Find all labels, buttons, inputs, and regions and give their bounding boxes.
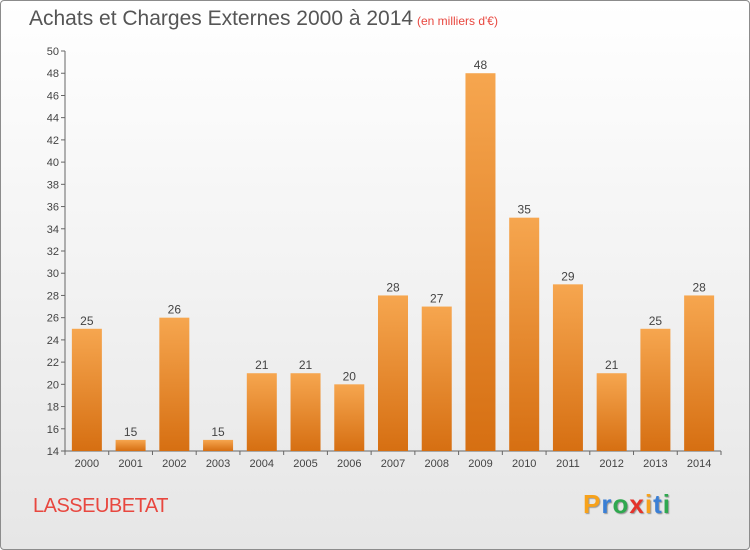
commune-name: LASSEUBETAT bbox=[33, 495, 168, 517]
data-label: 25 bbox=[80, 314, 94, 328]
bar bbox=[465, 73, 496, 451]
y-tick-label: 50 bbox=[47, 46, 59, 58]
x-tick-label: 2005 bbox=[293, 458, 317, 470]
x-tick-label: 2011 bbox=[556, 458, 580, 470]
x-tick-label: 2014 bbox=[687, 458, 711, 470]
chart-title: Achats et Charges Externes 2000 à 2014 bbox=[29, 7, 414, 30]
bar bbox=[246, 373, 277, 451]
y-tick-label: 48 bbox=[47, 68, 59, 80]
data-label: 15 bbox=[211, 425, 225, 439]
bar bbox=[159, 317, 190, 451]
x-tick-label: 2002 bbox=[162, 458, 186, 470]
bar bbox=[71, 328, 102, 451]
bar bbox=[684, 295, 715, 451]
y-tick-label: 40 bbox=[47, 157, 59, 169]
y-tick-label: 28 bbox=[47, 290, 59, 302]
proxiti-logo: Proxiti bbox=[583, 489, 671, 520]
y-tick-label: 18 bbox=[47, 402, 59, 414]
data-label: 48 bbox=[474, 58, 488, 72]
x-tick-label: 2006 bbox=[337, 458, 361, 470]
data-label: 21 bbox=[255, 358, 269, 372]
bar bbox=[552, 284, 583, 451]
bar bbox=[115, 439, 146, 451]
x-tick-label: 2004 bbox=[250, 458, 274, 470]
bar bbox=[421, 306, 452, 451]
y-tick-label: 36 bbox=[47, 202, 59, 214]
x-tick-label: 2013 bbox=[643, 458, 667, 470]
data-label: 29 bbox=[561, 269, 575, 283]
bar bbox=[596, 373, 627, 451]
data-label: 15 bbox=[124, 425, 138, 439]
logo-letter: i bbox=[644, 489, 654, 519]
bar bbox=[203, 439, 234, 451]
logo-letter: P bbox=[583, 489, 602, 519]
data-label: 21 bbox=[299, 358, 313, 372]
data-label: 20 bbox=[343, 369, 357, 383]
bar bbox=[334, 384, 365, 451]
x-tick-label: 2000 bbox=[75, 458, 99, 470]
bars bbox=[71, 73, 715, 451]
x-tick-label: 2007 bbox=[381, 458, 405, 470]
x-tick-label: 2012 bbox=[599, 458, 623, 470]
y-tick-label: 26 bbox=[47, 313, 59, 325]
bar bbox=[378, 295, 408, 451]
logo-letter: t bbox=[653, 489, 663, 519]
y-tick-label: 22 bbox=[47, 357, 59, 369]
chart-subtitle: (en milliers d'€) bbox=[417, 14, 498, 28]
bar bbox=[290, 373, 321, 451]
bar bbox=[640, 328, 671, 451]
y-tick-label: 44 bbox=[47, 113, 59, 125]
data-label: 26 bbox=[168, 303, 182, 317]
x-tick-label: 2010 bbox=[512, 458, 536, 470]
data-label: 35 bbox=[518, 203, 532, 217]
logo-letter: i bbox=[662, 489, 671, 519]
data-label: 21 bbox=[605, 358, 619, 372]
x-tick-label: 2008 bbox=[424, 458, 448, 470]
y-tick-label: 20 bbox=[47, 379, 59, 391]
y-tick-label: 30 bbox=[47, 268, 59, 280]
data-label: 27 bbox=[430, 292, 444, 306]
y-tick-label: 42 bbox=[47, 135, 59, 147]
x-tick-label: 2009 bbox=[468, 458, 492, 470]
logo-letter: x bbox=[629, 489, 645, 519]
logo-letter: o bbox=[612, 489, 630, 519]
x-tick-label: 2001 bbox=[118, 458, 142, 470]
data-label: 25 bbox=[649, 314, 663, 328]
bar bbox=[509, 217, 540, 451]
y-tick-label: 34 bbox=[47, 224, 59, 236]
y-tick-label: 24 bbox=[47, 335, 59, 347]
y-tick-label: 32 bbox=[47, 246, 59, 258]
labels: 2000 25 2001 15 2002 26 2003 15 2004 21 2005 21 2006… bbox=[75, 58, 712, 470]
logo-letter: r bbox=[601, 489, 613, 519]
data-label: 28 bbox=[692, 280, 706, 294]
y-tick-label: 38 bbox=[47, 179, 59, 191]
data-label: 28 bbox=[386, 280, 400, 294]
y-tick-label: 16 bbox=[47, 424, 59, 436]
x-tick-label: 2003 bbox=[206, 458, 230, 470]
y-tick-label: 14 bbox=[47, 446, 59, 458]
y-tick-label: 46 bbox=[47, 90, 59, 102]
